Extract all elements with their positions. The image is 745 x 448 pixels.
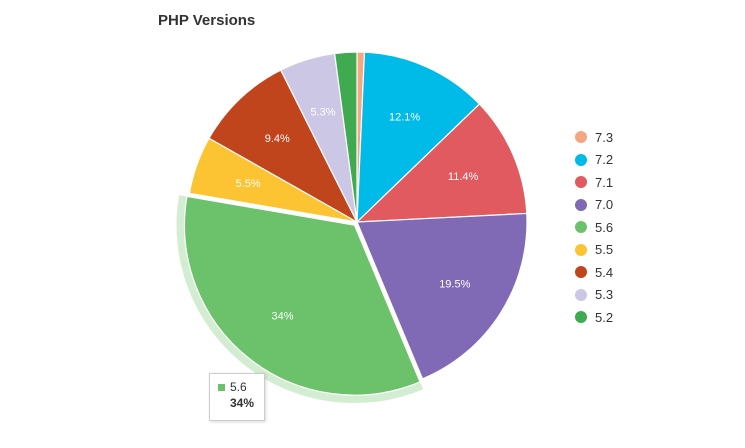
tooltip-value: 34% — [230, 396, 255, 410]
data-label-5-3: 5.3% — [310, 107, 335, 119]
data-label-7-1: 11.4% — [448, 171, 479, 183]
legend-swatch — [575, 176, 587, 189]
legend-item-7-3[interactable]: 7.3 — [575, 126, 613, 149]
legend-label: 7.0 — [595, 197, 614, 213]
tooltip-swatch — [218, 383, 225, 391]
legend-item-5-2[interactable]: 5.2 — [575, 306, 613, 329]
legend-item-7-1[interactable]: 7.1 — [575, 171, 613, 194]
legend-swatch — [575, 266, 587, 279]
legend-item-5-5[interactable]: 5.5 — [575, 239, 613, 262]
tooltip: 5.6 34% — [209, 373, 265, 421]
legend-item-7-2[interactable]: 7.2 — [575, 149, 613, 172]
legend-label: 7.1 — [595, 174, 614, 190]
pie-slice-5-6[interactable] — [183, 195, 421, 396]
pie-slice-7-2[interactable] — [356, 51, 481, 224]
legend-swatch — [575, 243, 587, 256]
pie-slice-5-2[interactable] — [333, 51, 358, 223]
legend-label: 5.6 — [595, 219, 614, 235]
legend-item-5-4[interactable]: 5.4 — [575, 261, 613, 284]
data-label-5-5: 5.5% — [236, 178, 261, 190]
legend-swatch — [575, 131, 587, 144]
tooltip-label: 5.6 — [230, 380, 247, 394]
legend-item-5-3[interactable]: 5.3 — [575, 284, 613, 307]
data-label-5-6: 34% — [271, 311, 293, 323]
pie-slice-5-4[interactable] — [208, 69, 359, 224]
chart-legend: 7.3 7.2 7.1 7.0 5.6 5.5 5.4 5.3 5.2 — [575, 126, 613, 329]
legend-label: 5.3 — [595, 287, 614, 303]
pie-slice-7-1[interactable] — [355, 103, 528, 223]
chart-title: PHP Versions — [158, 12, 256, 29]
legend-item-7-0[interactable]: 7.0 — [575, 194, 613, 217]
legend-swatch — [575, 311, 587, 324]
data-label-7-2: 12.1% — [389, 112, 420, 124]
legend-label: 5.4 — [595, 264, 614, 280]
legend-swatch — [575, 221, 587, 234]
data-label-5-4: 9.4% — [265, 133, 290, 145]
legend-swatch — [575, 288, 587, 301]
legend-item-5-6[interactable]: 5.6 — [575, 216, 613, 239]
legend-swatch — [575, 153, 587, 166]
legend-label: 7.2 — [595, 152, 614, 168]
data-label-7-0: 19.5% — [439, 279, 470, 291]
legend-label: 7.3 — [595, 129, 614, 145]
legend-label: 5.2 — [595, 309, 614, 325]
legend-label: 5.5 — [595, 242, 614, 258]
legend-swatch — [575, 198, 587, 211]
pie-slice-7-0[interactable] — [356, 212, 528, 380]
